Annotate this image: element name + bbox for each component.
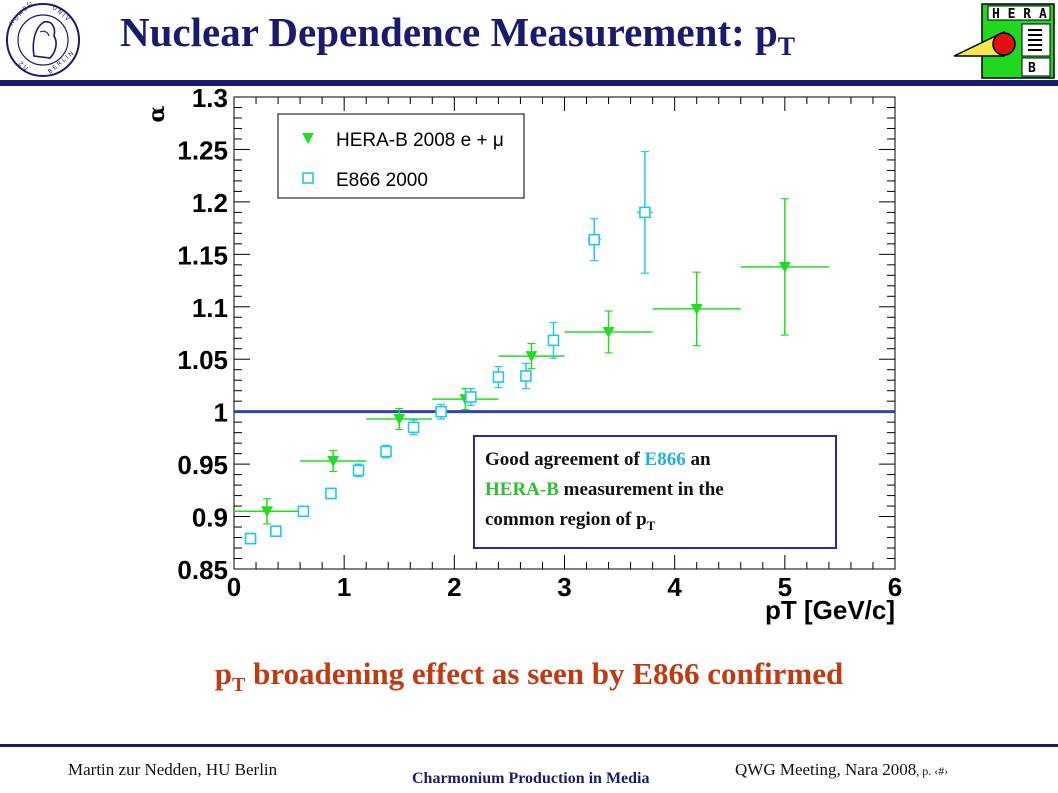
e866-point — [380, 444, 392, 459]
e866-point — [520, 362, 532, 390]
x-tick-label: 3 — [557, 572, 571, 602]
square-marker — [407, 421, 420, 434]
svg-text:B: B — [1028, 61, 1036, 76]
svg-text:H E R A: H E R A — [992, 7, 1047, 22]
hera-b-point — [234, 498, 301, 525]
y-axis-label: α — [144, 105, 170, 122]
square-marker — [270, 525, 282, 538]
note-line-1: Good agreement of E866 an — [485, 449, 711, 470]
hera-b-logo: H E R A B — [953, 3, 1055, 79]
footer-talk-title: Charmonium Production in Media — [412, 770, 650, 787]
e866-point — [435, 403, 447, 420]
hera-b-point — [498, 342, 565, 370]
footer-divider — [0, 744, 1058, 747]
slide-title: Nuclear Dependence Measurement: pT — [120, 9, 796, 62]
y-tick-label: 1.05 — [177, 345, 228, 375]
y-tick-label: 1.15 — [177, 240, 228, 270]
e866-point — [407, 419, 420, 436]
x-tick-label: 4 — [667, 572, 682, 602]
university-seal-logo: H U M B O L D T U N I V Z U B E R L I N — [6, 2, 80, 77]
square-marker — [244, 532, 257, 545]
e866-point — [637, 150, 653, 274]
e866-point — [352, 463, 365, 478]
x-tick-label: 1 — [337, 572, 351, 602]
triangle-marker — [525, 351, 538, 363]
nuclear-dependence-plot: 0 1 2 3 4 5 6 0.85 0.9 0.95 1 1.05 1.1 1.15 1.2 1.25 1.3… — [144, 86, 902, 625]
title-divider — [0, 80, 1058, 86]
conclusion-text: pT broadening effect as seen by E866 con… — [214, 656, 844, 697]
legend-hera-b-label: HERA-B 2008 e + μ — [336, 130, 504, 151]
square-marker — [435, 405, 447, 418]
square-marker — [297, 505, 310, 518]
square-marker — [588, 233, 601, 246]
e866-point — [492, 365, 505, 389]
square-marker — [492, 371, 505, 383]
square-marker — [325, 487, 337, 500]
triangle-marker — [393, 414, 406, 426]
triangle-marker — [602, 326, 615, 338]
square-marker — [520, 370, 532, 382]
footer-meeting: QWG Meeting, Nara 2008, p. ‹#› — [735, 760, 949, 779]
e866-point — [587, 218, 601, 262]
e866-point — [244, 532, 257, 545]
square-marker — [547, 334, 560, 347]
x-tick-label: 5 — [778, 572, 792, 602]
y-tick-label: 1.1 — [192, 293, 228, 323]
x-tick-label: 2 — [447, 572, 461, 602]
y-tick-label: 1.25 — [177, 135, 228, 165]
e866-point — [465, 387, 477, 406]
note-line-2: HERA-B measurement in the — [485, 479, 724, 500]
square-marker — [639, 206, 651, 219]
square-marker — [352, 464, 365, 477]
hera-b-point — [366, 407, 433, 431]
y-tick-label: 0.85 — [177, 555, 228, 585]
x-tick-label: 6 — [888, 572, 902, 602]
hera-b-point — [652, 271, 741, 347]
square-marker — [380, 445, 392, 458]
footer-author: Martin zur Nedden, HU Berlin — [68, 760, 278, 779]
y-tick-label: 1 — [214, 398, 228, 428]
triangle-marker — [778, 261, 791, 273]
x-tick-label: 0 — [227, 572, 241, 602]
triangle-marker — [261, 506, 274, 518]
legend-e866-marker — [302, 172, 314, 184]
agreement-note-box: Good agreement of E866 an HERA-B measure… — [473, 435, 837, 549]
triangle-marker — [690, 303, 703, 315]
legend-e866-label: E866 2000 — [336, 170, 428, 191]
note-line-3: common region of pT — [485, 509, 656, 533]
x-axis-label: pT [GeV/c] — [765, 595, 895, 625]
legend-box — [277, 113, 525, 199]
e866-point — [270, 525, 282, 538]
hera-b-point — [300, 449, 367, 473]
y-tick-label: 0.9 — [192, 503, 228, 533]
e866-point — [547, 321, 560, 359]
hera-b-point — [740, 198, 829, 336]
y-tick-label: 0.95 — [177, 450, 228, 480]
e866-point — [325, 487, 337, 500]
e866-point — [297, 505, 310, 518]
hera-b-point — [564, 310, 653, 354]
legend-hera-b-marker — [302, 133, 314, 144]
y-tick-label: 1.2 — [192, 188, 228, 218]
triangle-marker — [327, 455, 340, 467]
y-tick-label: 1.3 — [192, 86, 228, 113]
svg-text:Z U: Z U — [17, 60, 29, 72]
square-marker — [465, 391, 477, 403]
